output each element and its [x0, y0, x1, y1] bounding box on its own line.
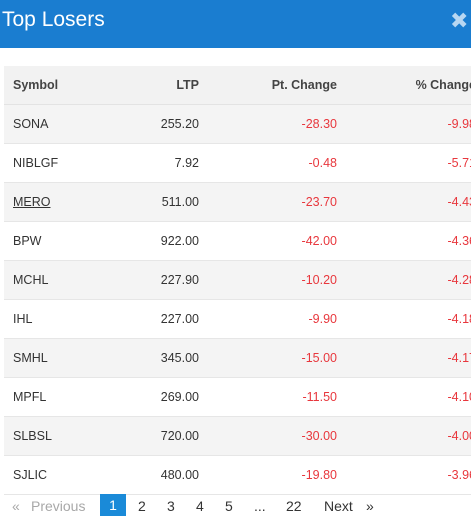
ltp-cell: 255.20: [123, 104, 199, 144]
page-button-2[interactable]: 2: [138, 498, 146, 514]
table-header-row: Symbol LTP Pt. Change % Change: [4, 66, 471, 105]
pt-change-cell: -28.30: [199, 104, 337, 144]
pt-change-cell: -9.90: [199, 299, 337, 339]
pct-change-cell: -4.10: [337, 377, 471, 417]
column-header-pct-change: % Change: [337, 66, 471, 105]
pt-change-cell: -23.70: [199, 182, 337, 222]
page-button-1[interactable]: 1: [100, 494, 126, 516]
column-header-symbol: Symbol: [4, 66, 123, 105]
modal-title: Top Losers: [2, 8, 105, 31]
pt-change-cell: -19.80: [199, 455, 337, 495]
pct-change-cell: -9.98: [337, 104, 471, 144]
pct-change-cell: -5.71: [337, 143, 471, 183]
table-row: SMHL 345.00 -15.00 -4.17: [4, 338, 471, 378]
symbol-cell: IHL: [4, 299, 123, 339]
next-button[interactable]: Next: [324, 498, 353, 514]
ltp-cell: 227.90: [123, 260, 199, 300]
symbol-cell: BPW: [4, 221, 123, 261]
pct-change-cell: -4.00: [337, 416, 471, 456]
table-row: MPFL 269.00 -11.50 -4.10: [4, 377, 471, 417]
symbol-cell: NIBLGF: [4, 143, 123, 183]
page-button-22[interactable]: 22: [286, 498, 302, 514]
pt-change-cell: -42.00: [199, 221, 337, 261]
ltp-cell: 269.00: [123, 377, 199, 417]
symbol-cell: MCHL: [4, 260, 123, 300]
pagination-ellipsis: ...: [254, 498, 266, 514]
table-row: SJLIC 480.00 -19.80 -3.96: [4, 455, 471, 495]
pct-change-cell: -3.96: [337, 455, 471, 495]
previous-button[interactable]: Previous: [31, 498, 86, 514]
previous-arrow-icon[interactable]: «: [12, 498, 20, 514]
symbol-cell: SLBSL: [4, 416, 123, 456]
page-button-3[interactable]: 3: [167, 498, 175, 514]
symbol-link-mero[interactable]: MERO: [13, 195, 51, 209]
close-icon[interactable]: ✖: [450, 8, 469, 33]
symbol-cell: MERO: [4, 182, 123, 222]
pct-change-cell: -4.28: [337, 260, 471, 300]
symbol-cell: SONA: [4, 104, 123, 144]
page-button-5[interactable]: 5: [225, 498, 233, 514]
pt-change-cell: -30.00: [199, 416, 337, 456]
ltp-cell: 227.00: [123, 299, 199, 339]
ltp-cell: 922.00: [123, 221, 199, 261]
table-row: SONA 255.20 -28.30 -9.98: [4, 104, 471, 144]
pt-change-cell: -10.20: [199, 260, 337, 300]
pct-change-cell: -4.43: [337, 182, 471, 222]
pt-change-cell: -15.00: [199, 338, 337, 378]
pt-change-cell: -11.50: [199, 377, 337, 417]
pct-change-cell: -4.17: [337, 338, 471, 378]
pagination: « Previous 1 2 3 4 5 ... 22 Next »: [0, 494, 471, 518]
symbol-cell: MPFL: [4, 377, 123, 417]
table-row: IHL 227.00 -9.90 -4.18: [4, 299, 471, 339]
pct-change-cell: -4.18: [337, 299, 471, 339]
column-header-pt-change: Pt. Change: [199, 66, 337, 105]
ltp-cell: 480.00: [123, 455, 199, 495]
symbol-cell: SJLIC: [4, 455, 123, 495]
page-button-4[interactable]: 4: [196, 498, 204, 514]
modal-header: Top Losers ✖: [0, 0, 471, 48]
table-row: NIBLGF 7.92 -0.48 -5.71: [4, 143, 471, 183]
ltp-cell: 7.92: [123, 143, 199, 183]
symbol-cell: SMHL: [4, 338, 123, 378]
ltp-cell: 720.00: [123, 416, 199, 456]
table-row: MERO 511.00 -23.70 -4.43: [4, 182, 471, 222]
pt-change-cell: -0.48: [199, 143, 337, 183]
table-row: MCHL 227.90 -10.20 -4.28: [4, 260, 471, 300]
top-losers-table: Symbol LTP Pt. Change % Change SONA 255.…: [4, 66, 471, 495]
table-row: BPW 922.00 -42.00 -4.36: [4, 221, 471, 261]
pct-change-cell: -4.36: [337, 221, 471, 261]
column-header-ltp: LTP: [123, 66, 199, 105]
ltp-cell: 511.00: [123, 182, 199, 222]
table-row: SLBSL 720.00 -30.00 -4.00: [4, 416, 471, 456]
next-arrow-icon[interactable]: »: [366, 498, 374, 514]
ltp-cell: 345.00: [123, 338, 199, 378]
